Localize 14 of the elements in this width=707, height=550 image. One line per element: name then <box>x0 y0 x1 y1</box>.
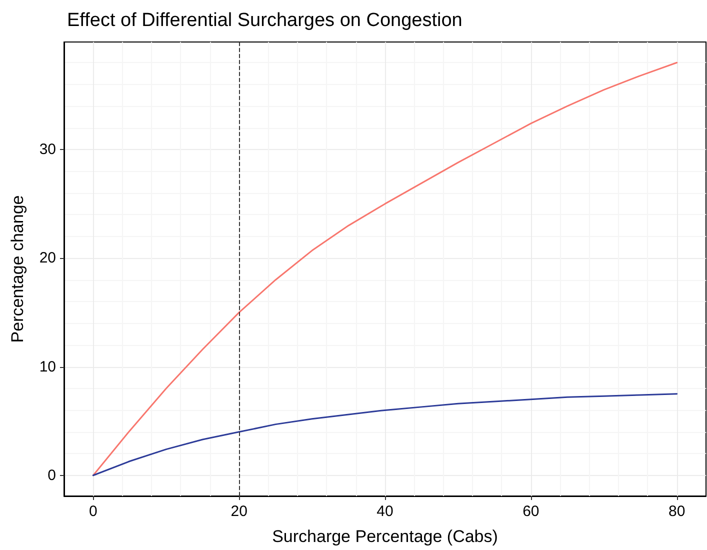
x-axis-title: Surcharge Percentage (Cabs) <box>272 527 498 546</box>
x-tick-label: 60 <box>522 503 540 520</box>
y-tick-label: 20 <box>39 250 56 267</box>
chart-title: Effect of Differential Surcharges on Congestion <box>67 10 462 31</box>
x-tick-label: 80 <box>668 503 686 520</box>
x-tick-label: 40 <box>376 503 394 520</box>
y-tick-label: 10 <box>39 358 56 376</box>
x-tick-label: 0 <box>89 503 98 520</box>
y-axis-title: Percentage change <box>8 195 27 343</box>
line-series <box>92 62 678 476</box>
y-tick-label: 0 <box>48 466 56 484</box>
line-series <box>92 393 678 476</box>
y-tick-label: 30 <box>39 141 56 158</box>
x-tick-label: 20 <box>230 503 248 520</box>
